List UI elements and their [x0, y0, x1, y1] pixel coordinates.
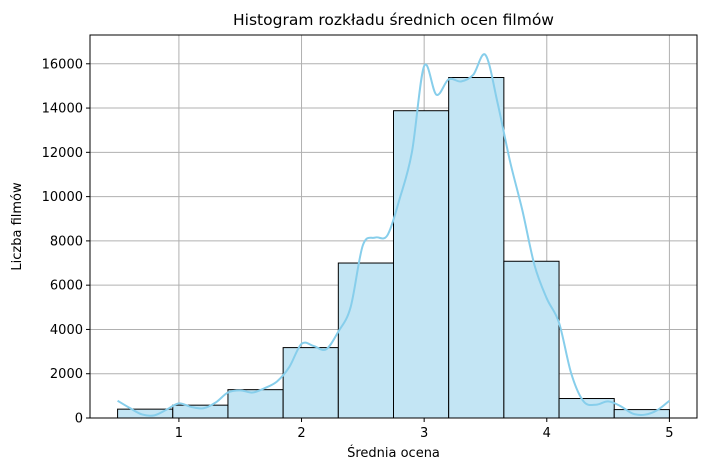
y-tick-label: 4000 — [50, 323, 83, 338]
y-tick-label: 14000 — [42, 102, 83, 117]
kde-curve-group — [117, 53, 671, 417]
y-tick-label: 2000 — [50, 367, 83, 382]
histogram-bar — [172, 404, 229, 419]
histogram-bar — [393, 110, 450, 419]
x-tick-label: 2 — [297, 426, 305, 441]
y-axis-label: Liczba filmów — [10, 182, 25, 271]
y-tick-label: 8000 — [50, 234, 83, 249]
x-tick-label: 3 — [420, 426, 428, 441]
y-tick-label: 0 — [75, 412, 83, 427]
y-tick-label: 12000 — [42, 146, 83, 161]
x-tick-label: 5 — [665, 426, 673, 441]
y-tick-label: 10000 — [42, 190, 83, 205]
histogram-bar — [282, 347, 339, 419]
histogram-bar — [503, 260, 560, 419]
y-tick-label: 16000 — [42, 57, 83, 72]
y-tick-label: 6000 — [50, 279, 83, 294]
chart-title: Histogram rozkładu średnich ocen filmów — [233, 11, 554, 29]
histogram-bar — [448, 77, 505, 419]
axis-ticks: 1 2 3 4 5 0 2000 4000 6000 8000 10000 12000 14000 160… — [42, 57, 674, 441]
x-axis-label: Średnia ocena — [347, 445, 440, 461]
histogram-bar — [227, 389, 284, 419]
x-tick-label: 4 — [543, 426, 551, 441]
histogram-bar — [613, 409, 670, 419]
histogram-bar — [337, 262, 394, 419]
x-tick-label: 1 — [175, 426, 183, 441]
plot-frame — [89, 34, 698, 419]
kde-curve — [117, 53, 671, 417]
